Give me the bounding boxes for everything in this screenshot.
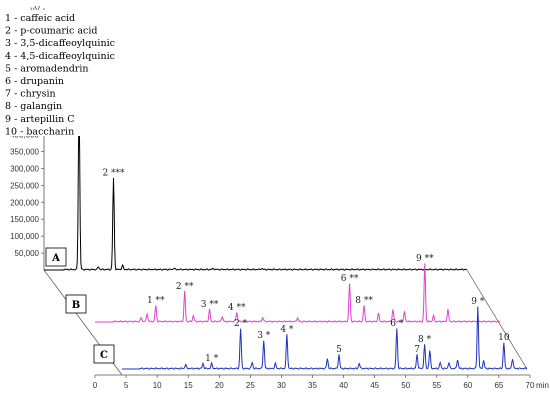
x-tick-label: 45 [370,381,379,390]
peak-label: 2 ** [176,282,194,292]
legend-item: 10 - baccharin [5,126,74,137]
x-tick-label: 30 [277,381,286,390]
trace-C [122,306,528,370]
legend-item: 3 - 3,5-dicaffeoylquinic [5,38,115,49]
legend-item: 9 - artepillin C [5,114,75,125]
sample-box-B [65,294,87,314]
peak-label: 4 ** [228,303,246,313]
legend-background [3,10,119,136]
sample-label-C: C [100,350,108,361]
x-tick-label: 55 [432,381,441,390]
x-tick-label: 65 [494,381,503,390]
sample-label-A: A [51,253,60,264]
peak-label: 6 ** [341,274,359,284]
peak-label: 3 * [257,331,271,341]
trace-B [95,263,501,323]
y-tick-label: 200,000 [10,198,39,207]
peak-label: 1 * [205,354,219,364]
peak-label: 5 [336,345,342,355]
peak-label: 4 * [280,325,294,335]
legend-item: 8 - galangin [5,101,62,112]
peak-label: 8 * [418,335,432,345]
y-tick-label: 150,000 [10,215,39,224]
x-tick-label: 40 [339,381,348,390]
depth-axis-right [466,269,528,370]
y-tick-label: 350,000 [10,147,39,156]
trace-A [44,102,468,271]
peak-label: 8 ** [355,296,373,306]
peak-label: 3 ** [201,300,219,310]
y-tick-label: 250,000 [10,181,39,190]
x-tick-label: 20 [215,381,224,390]
peak-label: 1 ** [147,296,165,306]
traces-layer [44,102,528,370]
x-tick-label: 5 [124,381,129,390]
x-tick-label: 10 [153,381,162,390]
x-tick-label: 70 [526,381,535,390]
y-axis-label: uV [30,5,40,14]
peak-label: 9 ** [416,254,434,264]
legend-item: 4 - 4,5-dicaffeoylquinic [5,51,115,62]
x-tick-label: 25 [246,381,255,390]
peak-label: 7 [414,345,420,355]
peak-label: 2 * [234,319,248,329]
peak-label: 2 *** [102,169,125,179]
peak-label: 6 * [390,319,404,329]
y-tick-label: 50,000 [15,249,40,258]
legend-item: 7 - chrysin [5,89,56,100]
legend-item: 5 - aromadendrin [5,63,89,74]
sample-label-B: B [72,300,80,311]
x-tick-label: 50 [401,381,410,390]
legend-item: 6 - drupanin [5,76,64,87]
y-tick-label: 100,000 [10,232,39,241]
peak-label: 9 * [471,297,485,307]
sample-box-C [93,344,115,364]
x-tick-label: 60 [463,381,472,390]
x-tick-label: 35 [308,381,317,390]
legend-item: 1 - caffeic acid [5,13,75,24]
peak-labels-layer: 1 ***2 ***1 **2 **3 **4 **6 **8 **9 **1 … [68,92,510,364]
x-tick-label: 0 [93,381,98,390]
x-axis-label: min [536,381,549,390]
peak-label: 10 [498,333,510,343]
sample-box-A [45,247,67,267]
x-tick-label: 15 [184,381,193,390]
y-tick-label: 300,000 [10,164,39,173]
legend-item: 2 - p-coumaric acid [5,26,97,37]
